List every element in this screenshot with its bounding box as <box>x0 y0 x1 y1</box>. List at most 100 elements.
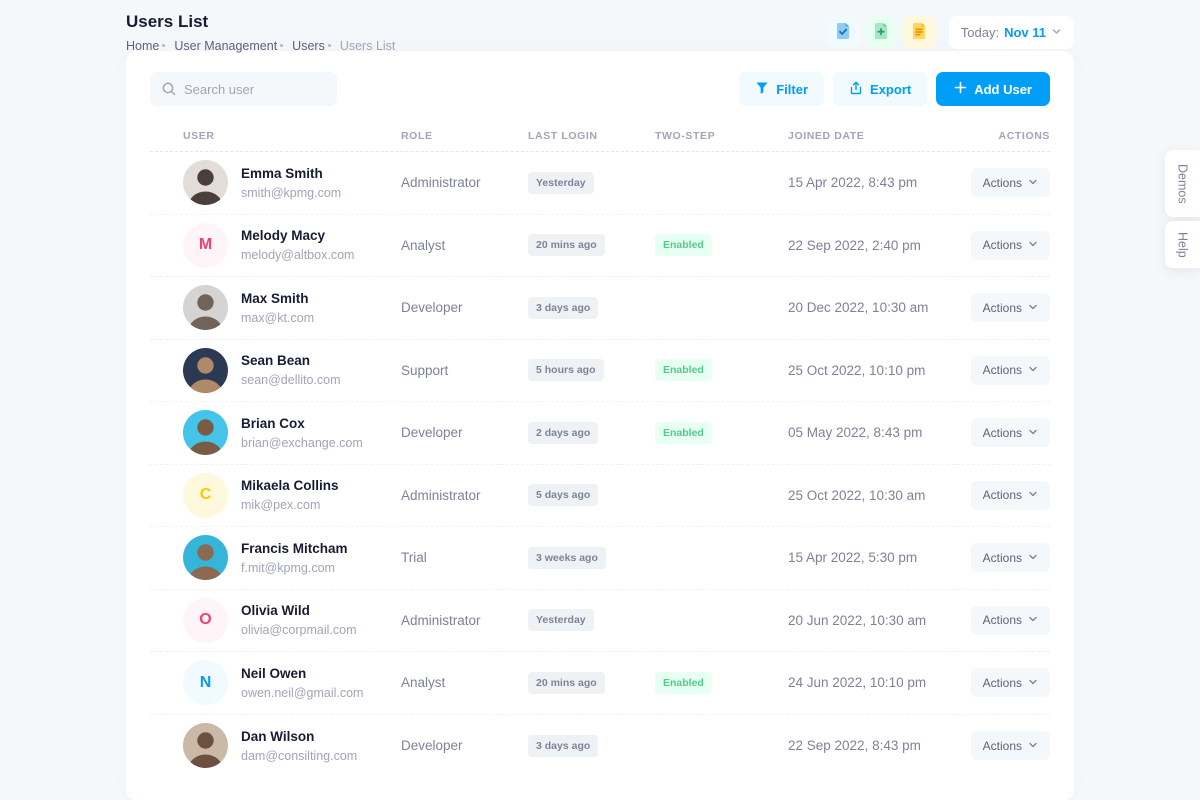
table-header-row: USER ROLE LAST LOGIN TWO-STEP JOINED DAT… <box>150 120 1050 152</box>
date-value: Nov 11 <box>1004 24 1046 40</box>
user-email: owen.neil@gmail.com <box>241 685 364 700</box>
user-role: Trial <box>401 550 427 566</box>
add-user-button[interactable]: Add User <box>936 72 1050 106</box>
user-name[interactable]: Sean Bean <box>241 353 311 369</box>
joined-date: 05 May 2022, 8:43 pm <box>788 425 923 441</box>
user-name[interactable]: Francis Mitcham <box>241 540 348 556</box>
actions-button-label: Actions <box>982 175 1022 190</box>
avatar[interactable] <box>183 285 228 331</box>
actions-button-label: Actions <box>982 425 1022 440</box>
avatar[interactable] <box>183 723 228 769</box>
joined-date: 25 Oct 2022, 10:10 pm <box>788 362 926 378</box>
column-header-two-step: TWO-STEP <box>655 129 716 142</box>
file-lines-button[interactable] <box>902 16 935 48</box>
user-email: brian@exchange.com <box>241 435 363 450</box>
avatar[interactable] <box>183 347 228 393</box>
table-body: Emma Smith smith@kpmg.com Administrator … <box>150 152 1050 777</box>
last-login-badge: 20 mins ago <box>528 671 605 694</box>
actions-button-label: Actions <box>982 488 1022 503</box>
breadcrumb-separator <box>280 44 284 47</box>
user-email: max@kt.com <box>241 310 315 325</box>
actions-button[interactable]: Actions <box>970 168 1050 198</box>
help-tab[interactable]: Help <box>1165 221 1200 268</box>
actions-button[interactable]: Actions <box>970 543 1050 573</box>
user-role: Support <box>401 362 449 378</box>
actions-button-label: Actions <box>982 550 1022 565</box>
user-name[interactable]: Dan Wilson <box>241 728 315 744</box>
user-name[interactable]: Melody Macy <box>241 228 326 244</box>
table-row: Dan Wilson dam@consilting.com Developer … <box>150 715 1050 778</box>
actions-button[interactable]: Actions <box>970 668 1050 698</box>
table-row: C Mikaela Collins mik@pex.com Administra… <box>150 465 1050 527</box>
file-plus-icon <box>872 22 890 43</box>
export-button-label: Export <box>870 81 912 97</box>
avatar[interactable] <box>183 535 228 581</box>
chevron-down-icon <box>1028 613 1038 627</box>
last-login-badge: 5 hours ago <box>528 359 604 382</box>
demos-tab[interactable]: Demos <box>1165 150 1200 217</box>
help-tab-label: Help <box>1175 231 1190 258</box>
joined-date: 25 Oct 2022, 10:30 am <box>788 487 926 503</box>
chevron-down-icon <box>1028 739 1038 753</box>
date-label: Today: <box>960 24 1000 40</box>
page-header: Users List Home User Management Users Us… <box>126 0 1074 53</box>
actions-button[interactable]: Actions <box>970 230 1050 260</box>
chevron-down-icon <box>1028 551 1038 565</box>
add-user-button-label: Add User <box>974 81 1032 97</box>
table-row: Francis Mitcham f.mit@kpmg.com Trial 3 w… <box>150 527 1050 590</box>
actions-button[interactable]: Actions <box>970 418 1050 448</box>
breadcrumb-user-management[interactable]: User Management <box>174 38 278 53</box>
user-name[interactable]: Brian Cox <box>241 415 305 431</box>
breadcrumb: Home User Management Users Users List <box>126 39 398 53</box>
last-login-badge: 5 days ago <box>528 484 599 507</box>
avatar[interactable] <box>183 410 228 456</box>
column-header-actions: ACTIONS <box>998 129 1050 142</box>
column-header-user: USER <box>183 129 215 142</box>
filter-icon <box>755 81 769 98</box>
user-role: Analyst <box>401 237 446 253</box>
actions-button-label: Actions <box>982 613 1022 628</box>
actions-button-label: Actions <box>982 738 1022 753</box>
user-role: Analyst <box>401 675 446 691</box>
actions-button[interactable]: Actions <box>970 605 1050 635</box>
filter-button[interactable]: Filter <box>739 72 825 106</box>
user-name[interactable]: Emma Smith <box>241 165 323 181</box>
actions-button[interactable]: Actions <box>970 731 1050 761</box>
actions-button[interactable]: Actions <box>970 480 1050 510</box>
table-row: Emma Smith smith@kpmg.com Administrator … <box>150 152 1050 215</box>
export-icon <box>849 81 863 98</box>
file-check-button[interactable] <box>826 16 859 48</box>
page-title: Users List <box>126 11 209 31</box>
chevron-down-icon <box>1028 488 1038 502</box>
actions-button-label: Actions <box>982 300 1022 315</box>
chevron-down-icon <box>1028 426 1038 440</box>
last-login-badge: 3 days ago <box>528 734 599 757</box>
actions-button[interactable]: Actions <box>970 355 1050 385</box>
actions-button[interactable]: Actions <box>970 293 1050 323</box>
avatar[interactable]: N <box>183 660 228 706</box>
breadcrumb-users[interactable]: Users <box>292 38 325 53</box>
last-login-badge: 3 weeks ago <box>528 546 606 569</box>
search-input[interactable] <box>150 72 337 106</box>
user-name[interactable]: Olivia Wild <box>241 603 310 619</box>
file-plus-button[interactable] <box>864 16 897 48</box>
avatar[interactable]: M <box>183 222 228 268</box>
users-table: USER ROLE LAST LOGIN TWO-STEP JOINED DAT… <box>150 120 1050 777</box>
date-picker-button[interactable]: Today: Nov 11 <box>948 15 1074 49</box>
export-button[interactable]: Export <box>833 72 928 106</box>
breadcrumb-home[interactable]: Home <box>126 38 160 53</box>
search-box <box>150 72 337 106</box>
avatar[interactable] <box>183 160 228 206</box>
user-email: olivia@corpmail.com <box>241 623 357 638</box>
user-email: sean@dellito.com <box>241 373 341 388</box>
joined-date: 22 Sep 2022, 8:43 pm <box>788 738 921 754</box>
last-login-badge: 3 days ago <box>528 296 599 319</box>
chevron-down-icon <box>1028 363 1038 377</box>
avatar[interactable]: C <box>183 472 228 518</box>
two-step-badge: Enabled <box>655 359 712 382</box>
user-name[interactable]: Neil Owen <box>241 665 307 681</box>
user-name[interactable]: Max Smith <box>241 290 309 306</box>
user-name[interactable]: Mikaela Collins <box>241 478 339 494</box>
avatar[interactable]: O <box>183 597 228 643</box>
last-login-badge: Yesterday <box>528 609 594 632</box>
